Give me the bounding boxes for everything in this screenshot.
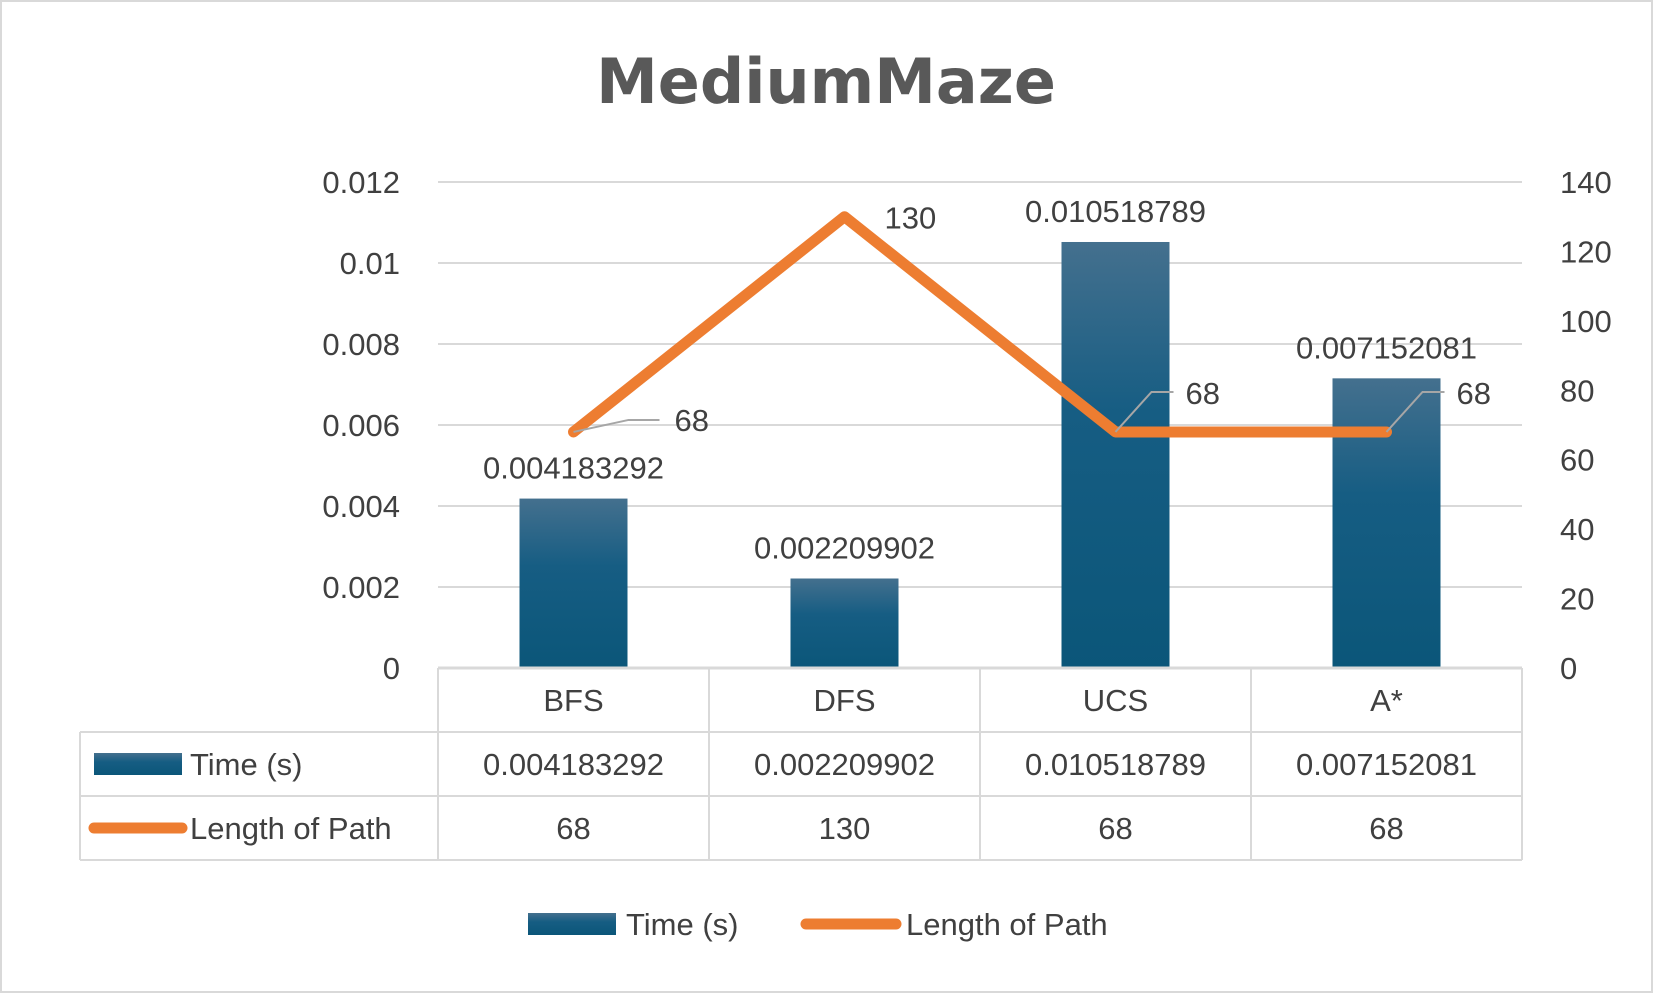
- line-data-label: 130: [885, 201, 937, 236]
- left-tick-label: 0.006: [322, 408, 400, 443]
- table-row-label-time: Time (s): [190, 747, 303, 782]
- right-tick-label: 120: [1560, 234, 1612, 269]
- right-tick-label: 100: [1560, 304, 1612, 339]
- legend-time-label: Time (s): [626, 907, 739, 942]
- line-data-label: 68: [1457, 376, 1491, 411]
- table-cell-path: 68: [1369, 811, 1403, 846]
- bar: [790, 578, 899, 668]
- left-tick-label: 0.008: [322, 327, 400, 362]
- line-data-label: 68: [1186, 376, 1220, 411]
- left-tick-label: 0.01: [340, 246, 400, 281]
- table-cell-time: 0.004183292: [483, 747, 664, 782]
- right-tick-label: 80: [1560, 373, 1594, 408]
- line-series: [568, 211, 1392, 438]
- bar-series: [519, 241, 1441, 668]
- label-leader-line: [573, 418, 660, 433]
- bar: [1332, 378, 1441, 668]
- left-tick-label: 0.004: [322, 489, 400, 524]
- right-tick-label: 0: [1560, 651, 1577, 686]
- legend-time-swatch: [528, 913, 616, 935]
- right-tick-label: 20: [1560, 582, 1594, 617]
- table-category-label: DFS: [814, 683, 876, 718]
- bar: [519, 498, 628, 668]
- table-row-label-path: Length of Path: [190, 811, 392, 846]
- bar-data-label: 0.007152081: [1296, 330, 1477, 365]
- bar-data-label: 0.002209902: [754, 530, 935, 565]
- legend: Time (s) Length of Path: [528, 907, 1108, 942]
- left-tick-label: 0: [383, 651, 400, 686]
- time-series-key: [94, 753, 182, 775]
- table-category-label: UCS: [1083, 683, 1148, 718]
- legend-path-label: Length of Path: [906, 907, 1108, 942]
- table-category-label: A*: [1370, 683, 1403, 718]
- right-axis-ticks: 0 20 40 60 80 100 120 140: [1560, 165, 1612, 686]
- bar: [1061, 241, 1170, 668]
- data-labels: 0.004183292 0.002209902 0.010518789 0.00715…: [483, 194, 1491, 566]
- label-leader-line: [1385, 390, 1445, 433]
- table-cell-path: 68: [1098, 811, 1132, 846]
- table-cell-time: 0.010518789: [1025, 747, 1206, 782]
- left-tick-label: 0.002: [322, 570, 400, 605]
- table-category-label: BFS: [543, 683, 603, 718]
- right-tick-label: 60: [1560, 443, 1594, 478]
- line-data-label: 68: [675, 403, 709, 438]
- label-leader-line: [1114, 390, 1174, 433]
- table-cell-time: 0.002209902: [754, 747, 935, 782]
- path-length-line: [568, 211, 1392, 438]
- left-axis-ticks: 0 0.002 0.004 0.006 0.008 0.01 0.012: [322, 165, 400, 686]
- chart-title: MediumMaze: [596, 45, 1056, 118]
- bar-data-label: 0.004183292: [483, 451, 664, 486]
- right-tick-label: 140: [1560, 165, 1612, 200]
- table-cell-path: 68: [556, 811, 590, 846]
- table-cell-time: 0.007152081: [1296, 747, 1477, 782]
- table-cell-path: 130: [819, 811, 871, 846]
- right-tick-label: 40: [1560, 512, 1594, 547]
- left-tick-label: 0.012: [322, 165, 400, 200]
- data-table: BFS DFS UCS A* Time (s) 0.004183292 0.00220990…: [79, 666, 1523, 861]
- bar-data-label: 0.010518789: [1025, 194, 1206, 229]
